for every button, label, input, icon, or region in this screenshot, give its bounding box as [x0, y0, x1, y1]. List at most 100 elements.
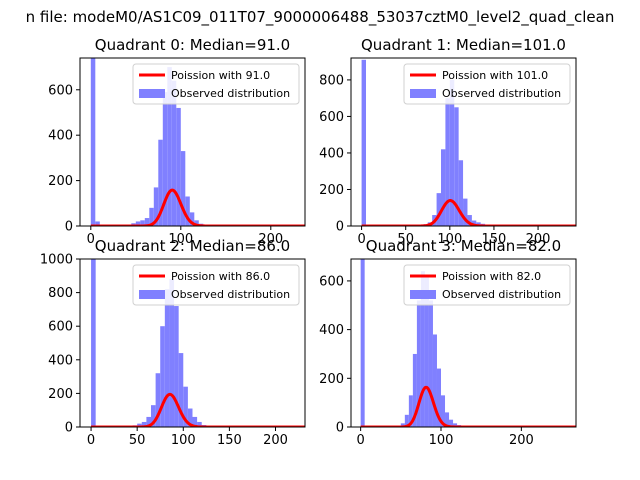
- x-tick-label: 0: [87, 433, 95, 448]
- x-tick-label: 200: [263, 433, 288, 448]
- x-tick-label: 200: [509, 433, 534, 448]
- histogram-bar: [189, 212, 195, 226]
- histogram-bar: [167, 67, 172, 226]
- subplot-title: Quadrant 3: Median=82.0: [366, 237, 561, 255]
- histogram-bar: [171, 80, 177, 226]
- histogram-bar: [160, 326, 165, 427]
- histogram-bar: [162, 92, 168, 226]
- y-tick-label: 600: [48, 83, 73, 98]
- x-tick-label: 150: [217, 433, 242, 448]
- y-tick-label: 0: [65, 220, 73, 235]
- histogram-bar: [140, 220, 145, 226]
- y-tick-label: 0: [65, 421, 73, 436]
- histogram-bar: [471, 220, 477, 226]
- legend: Poission with 91.0 Observed distribution: [132, 63, 300, 105]
- plot-contents: [90, 58, 305, 226]
- histogram-bar: [180, 151, 186, 226]
- legend-box: [403, 264, 571, 306]
- legend-poisson-label: Poission with 86.0: [171, 270, 270, 283]
- histogram-bar: [445, 98, 450, 226]
- x-tick-label: 200: [526, 232, 551, 247]
- axes-frame: [350, 258, 577, 428]
- histogram-bar: [360, 259, 365, 427]
- y-tick-label: 200: [319, 372, 344, 387]
- subplot-grid: 0 100 200 0 200 400 600 Quadrant 0: Median=91.0…: [40, 36, 577, 448]
- histogram-bar: [90, 58, 96, 226]
- x-tick-label: 200: [258, 232, 283, 247]
- histogram-bar: [400, 423, 405, 427]
- axes-frame: [79, 258, 306, 428]
- histogram-bar: [149, 207, 154, 226]
- histogram-bar: [197, 421, 202, 427]
- histogram-bar: [420, 271, 425, 427]
- histogram-bar: [137, 423, 142, 427]
- histogram-bar: [151, 405, 156, 427]
- histogram-bar: [91, 259, 96, 427]
- plot-contents: [359, 259, 576, 427]
- y-tick-label: 400: [48, 353, 73, 368]
- y-tick-label: 800: [48, 286, 73, 301]
- plot-contents: [360, 59, 576, 226]
- legend-box: [132, 264, 300, 306]
- subplot-quadrant-3: 0 100 200 0 200 400 600 Quadrant 3: Median=82.0…: [319, 237, 577, 448]
- histogram-bar: [458, 160, 464, 226]
- histogram-bar: [404, 414, 409, 427]
- x-tick-label: 50: [397, 232, 414, 247]
- histogram-bar: [155, 373, 161, 427]
- legend-poisson-label: Poission with 101.0: [442, 69, 548, 82]
- histogram-bar: [441, 395, 446, 427]
- histogram-bar: [187, 408, 193, 427]
- y-tick-label: 200: [48, 174, 73, 189]
- legend-observed-swatch: [139, 89, 165, 98]
- legend-observed-label: Observed distribution: [171, 87, 290, 100]
- x-tick-label: 100: [429, 433, 454, 448]
- figure-suptitle: n file: modeM0/AS1C09_011T07_9000006488_…: [26, 8, 615, 27]
- y-tick-label: 200: [48, 387, 73, 402]
- subplot-quadrant-1: 0 50 100 150 200 0 200 400 600 800 Quadrant 1: Med…: [319, 36, 577, 247]
- poisson-curve: [90, 188, 305, 226]
- subplot-title: Quadrant 0: Median=91.0: [95, 36, 290, 54]
- histogram-bar: [416, 300, 421, 427]
- histogram-bar: [183, 386, 188, 427]
- y-tick-label: 0: [336, 220, 344, 235]
- histogram-bar: [178, 353, 184, 427]
- histogram-bar: [174, 306, 179, 427]
- histogram-bar: [453, 423, 458, 427]
- histogram-bar: [164, 289, 170, 427]
- histogram-bar: [467, 215, 472, 226]
- legend-box: [403, 63, 571, 105]
- y-tick-label: 600: [319, 274, 344, 289]
- legend: Poission with 86.0 Observed distribution: [132, 264, 300, 306]
- histogram-bar: [428, 300, 433, 427]
- y-tick-label: 600: [48, 320, 73, 335]
- y-tick-label: 200: [319, 183, 344, 198]
- y-tick-label: 600: [319, 110, 344, 125]
- legend-observed-swatch: [410, 89, 436, 98]
- legend-observed-swatch: [410, 290, 436, 299]
- y-tick-label: 800: [319, 73, 344, 88]
- legend-observed-label: Observed distribution: [171, 288, 290, 301]
- legend-box: [132, 63, 300, 105]
- histogram-bar: [432, 334, 437, 427]
- histogram-bar: [445, 412, 450, 427]
- subplot-quadrant-0: 0 100 200 0 200 400 600 Quadrant 0: Median=91.0…: [48, 36, 306, 247]
- legend: Poission with 82.0 Observed distribution: [403, 264, 571, 306]
- histogram-bar: [141, 421, 147, 427]
- y-tick-label: 0: [336, 421, 344, 436]
- legend-observed-label: Observed distribution: [442, 87, 561, 100]
- axes-frame: [350, 57, 577, 227]
- x-tick-label: 150: [482, 232, 507, 247]
- observed-distribution-bars: [91, 259, 294, 427]
- histogram-bar: [408, 395, 413, 427]
- histogram-bar: [153, 187, 159, 226]
- observed-distribution-bars: [360, 259, 566, 427]
- histogram-bar: [454, 107, 459, 226]
- histogram-bar: [412, 353, 417, 427]
- histogram-bar: [424, 276, 429, 427]
- y-tick-label: 400: [48, 129, 73, 144]
- x-tick-label: 100: [171, 433, 196, 448]
- subplot-title: Quadrant 1: Median=101.0: [361, 36, 566, 54]
- y-tick-label: 400: [319, 146, 344, 161]
- y-tick-label: 400: [319, 323, 344, 338]
